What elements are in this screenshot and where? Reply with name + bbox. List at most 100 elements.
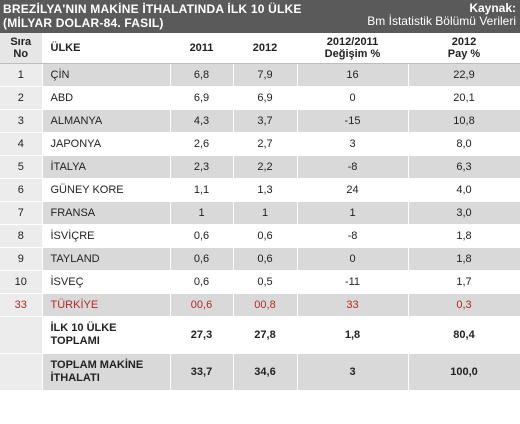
table-row: 7 FRANSA 1 1 1 3,0 — [0, 201, 520, 225]
rank-cell: 6 — [0, 178, 43, 202]
value-2012-cell: 0,5 — [233, 270, 298, 294]
country-cell: TÜRKİYE — [42, 293, 171, 317]
rank-cell: 2 — [0, 86, 43, 110]
value-2011-cell: 27,3 — [170, 316, 234, 354]
share-cell: 3,0 — [408, 201, 520, 225]
table-header-bar: BREZİLYA'NIN MAKİNE İTHALATINDA İLK 10 Ü… — [0, 0, 520, 33]
rank-cell: 4 — [0, 132, 43, 156]
table-row: 10 İSVEÇ 0,6 0,5 -11 1,7 — [0, 270, 520, 294]
country-cell: FRANSA — [42, 201, 171, 225]
total-row-top10: İLK 10 ÜLKE TOPLAMI 27,3 27,8 1,8 80,4 — [0, 316, 520, 354]
source-label: Kaynak: — [469, 1, 516, 15]
value-2012-cell: 0,6 — [233, 224, 298, 248]
value-2011-cell: 4,3 — [170, 109, 234, 133]
column-change: 2012/2011 Değişim % — [297, 33, 409, 64]
table-row: 6 GÜNEY KORE 1,1 1,3 24 4,0 — [0, 178, 520, 202]
value-2012-cell: 34,6 — [233, 353, 298, 391]
source-text: Bm İstatistik Bölümü Verileri — [367, 14, 516, 28]
column-rank-line2: No — [13, 48, 29, 60]
country-cell: İTALYA — [42, 155, 171, 179]
share-cell: 1,8 — [408, 224, 520, 248]
share-cell: 80,4 — [408, 316, 520, 354]
country-cell: JAPONYA — [42, 132, 171, 156]
rank-cell: 33 — [0, 293, 43, 317]
rank-cell: 3 — [0, 109, 43, 133]
value-2012-cell: 6,9 — [233, 86, 298, 110]
change-cell: 0 — [297, 86, 409, 110]
value-2011-cell: 0,6 — [170, 224, 234, 248]
column-rank: Sıra No — [0, 33, 43, 64]
share-cell: 0,3 — [408, 293, 520, 317]
column-2011: 2011 — [170, 33, 234, 64]
column-header-row: Sıra No ÜLKE 2011 2012 2012/2011 Değişim… — [0, 33, 520, 64]
table-row-highlight: 33 TÜRKİYE 00,6 00,8 33 0,3 — [0, 293, 520, 317]
value-2012-cell: 0,6 — [233, 247, 298, 271]
share-cell: 20,1 — [408, 86, 520, 110]
total-label-cell: İLK 10 ÜLKE TOPLAMI — [42, 316, 171, 354]
value-2011-cell: 2,3 — [170, 155, 234, 179]
value-2011-cell: 1 — [170, 201, 234, 225]
total-row-machine-imports: TOPLAM MAKİNE İTHALATI 33,7 34,6 3 100,0 — [0, 353, 520, 391]
share-cell: 1,8 — [408, 247, 520, 271]
change-cell: -11 — [297, 270, 409, 294]
column-change-line2: Değişim % — [324, 48, 381, 60]
total-label-line1: TOPLAM MAKİNE — [50, 359, 144, 371]
table-row: 2 ABD 6,9 6,9 0 20,1 — [0, 86, 520, 110]
rank-cell: 7 — [0, 201, 43, 225]
change-cell: -8 — [297, 224, 409, 248]
change-cell: 3 — [297, 132, 409, 156]
title-line-1: BREZİLYA'NIN MAKİNE İTHALATINDA İLK 10 Ü… — [3, 2, 302, 16]
country-cell: İSVİÇRE — [42, 224, 171, 248]
country-cell: ÇİN — [42, 63, 171, 87]
share-cell: 22,9 — [408, 63, 520, 87]
value-2012-cell: 1 — [233, 201, 298, 225]
title-line-2: (MİLYAR DOLAR-84. FASIL) — [3, 16, 164, 30]
total-label-line2: İTHALATI — [50, 372, 100, 384]
value-2011-cell: 0,6 — [170, 270, 234, 294]
table-row: 5 İTALYA 2,3 2,2 -8 6,3 — [0, 155, 520, 179]
table-row: 4 JAPONYA 2,6 2,7 3 8,0 — [0, 132, 520, 156]
share-cell: 8,0 — [408, 132, 520, 156]
rank-cell: 5 — [0, 155, 43, 179]
country-cell: ALMANYA — [42, 109, 171, 133]
import-table: Sıra No ÜLKE 2011 2012 2012/2011 Değişim… — [0, 33, 520, 391]
rank-cell: 8 — [0, 224, 43, 248]
rank-cell: 9 — [0, 247, 43, 271]
total-label-cell: TOPLAM MAKİNE İTHALATI — [42, 353, 171, 391]
change-cell: -15 — [297, 109, 409, 133]
country-cell: İSVEÇ — [42, 270, 171, 294]
value-2012-cell: 1,3 — [233, 178, 298, 202]
rank-cell-empty — [0, 316, 43, 354]
value-2012-cell: 00,8 — [233, 293, 298, 317]
table-row: 8 İSVİÇRE 0,6 0,6 -8 1,8 — [0, 224, 520, 248]
share-cell: 100,0 — [408, 353, 520, 391]
rank-cell: 10 — [0, 270, 43, 294]
column-country: ÜLKE — [42, 33, 171, 64]
value-2012-cell: 27,8 — [233, 316, 298, 354]
column-share: 2012 Pay % — [408, 33, 520, 64]
share-cell: 10,8 — [408, 109, 520, 133]
change-cell: 24 — [297, 178, 409, 202]
value-2011-cell: 1,1 — [170, 178, 234, 202]
value-2011-cell: 6,8 — [170, 63, 234, 87]
change-cell: 1,8 — [297, 316, 409, 354]
rank-cell: 1 — [0, 63, 43, 87]
change-cell: 3 — [297, 353, 409, 391]
value-2011-cell: 33,7 — [170, 353, 234, 391]
table-row: 9 TAYLAND 0,6 0,6 0 1,8 — [0, 247, 520, 271]
table-row: 3 ALMANYA 4,3 3,7 -15 10,8 — [0, 109, 520, 133]
share-cell: 4,0 — [408, 178, 520, 202]
value-2012-cell: 7,9 — [233, 63, 298, 87]
table-row: 1 ÇİN 6,8 7,9 16 22,9 — [0, 63, 520, 87]
change-cell: 33 — [297, 293, 409, 317]
column-2012: 2012 — [233, 33, 298, 64]
source-note: Kaynak: Bm İstatistik Bölümü Verileri — [367, 2, 516, 28]
value-2011-cell: 2,6 — [170, 132, 234, 156]
country-cell: TAYLAND — [42, 247, 171, 271]
share-cell: 6,3 — [408, 155, 520, 179]
change-cell: 16 — [297, 63, 409, 87]
total-label-line2: TOPLAMI — [50, 335, 100, 347]
total-label-line1: İLK 10 ÜLKE — [50, 322, 117, 334]
value-2012-cell: 2,2 — [233, 155, 298, 179]
value-2011-cell: 6,9 — [170, 86, 234, 110]
